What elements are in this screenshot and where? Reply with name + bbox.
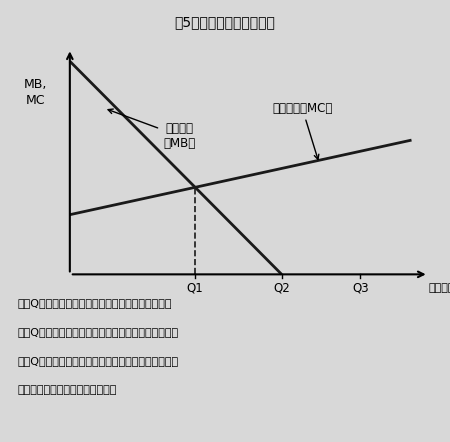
- Text: Q３：医療報酬にのみ関心がある医師にとっての: Q３：医療報酬にのみ関心がある医師にとっての: [18, 356, 179, 366]
- Text: Q3: Q3: [352, 282, 369, 295]
- Text: Q２：患者にとっての最適水準（限界便益＝０）: Q２：患者にとっての最適水準（限界便益＝０）: [18, 327, 179, 337]
- Text: Q2: Q2: [273, 282, 290, 295]
- Text: 最適水準（便益＝０）: 最適水準（便益＝０）: [18, 385, 117, 395]
- Text: サービス水準（Q）: サービス水準（Q）: [428, 282, 450, 292]
- Text: Q1: Q1: [187, 282, 203, 295]
- Text: MB,
MC: MB, MC: [24, 78, 47, 107]
- Text: 限界便益
（MB）: 限界便益 （MB）: [108, 109, 195, 150]
- Text: 注：Q１：社会的最適水準（限界費用＝限界便益）: 注：Q１：社会的最適水準（限界費用＝限界便益）: [18, 298, 172, 309]
- Text: 限界費用（MC）: 限界費用（MC）: [272, 102, 333, 160]
- Text: 図5　医療水準の決定原理: 図5 医療水準の決定原理: [175, 15, 275, 30]
